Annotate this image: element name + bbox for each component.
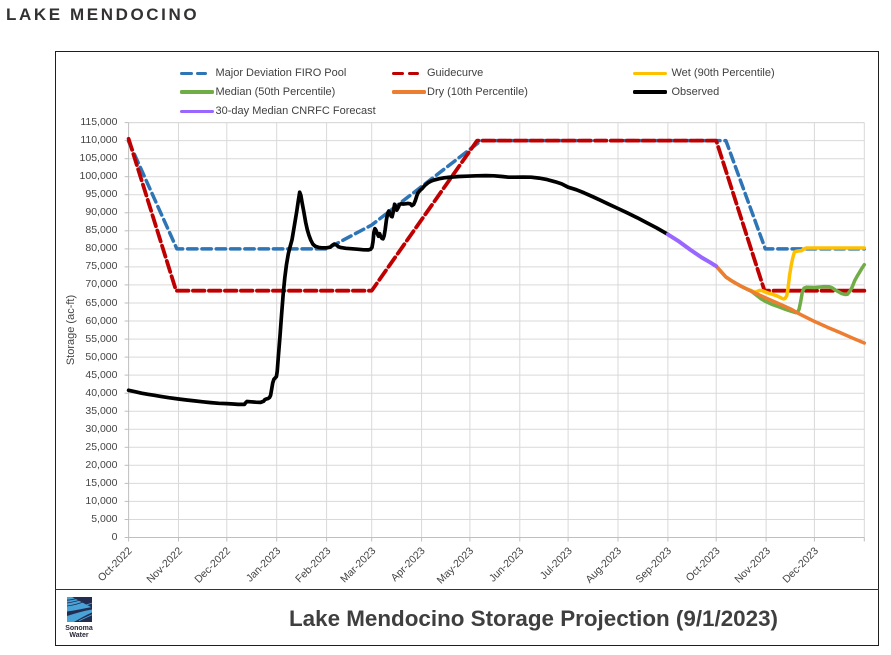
svg-text:Storage (ac-ft): Storage (ac-ft) [65, 295, 77, 365]
